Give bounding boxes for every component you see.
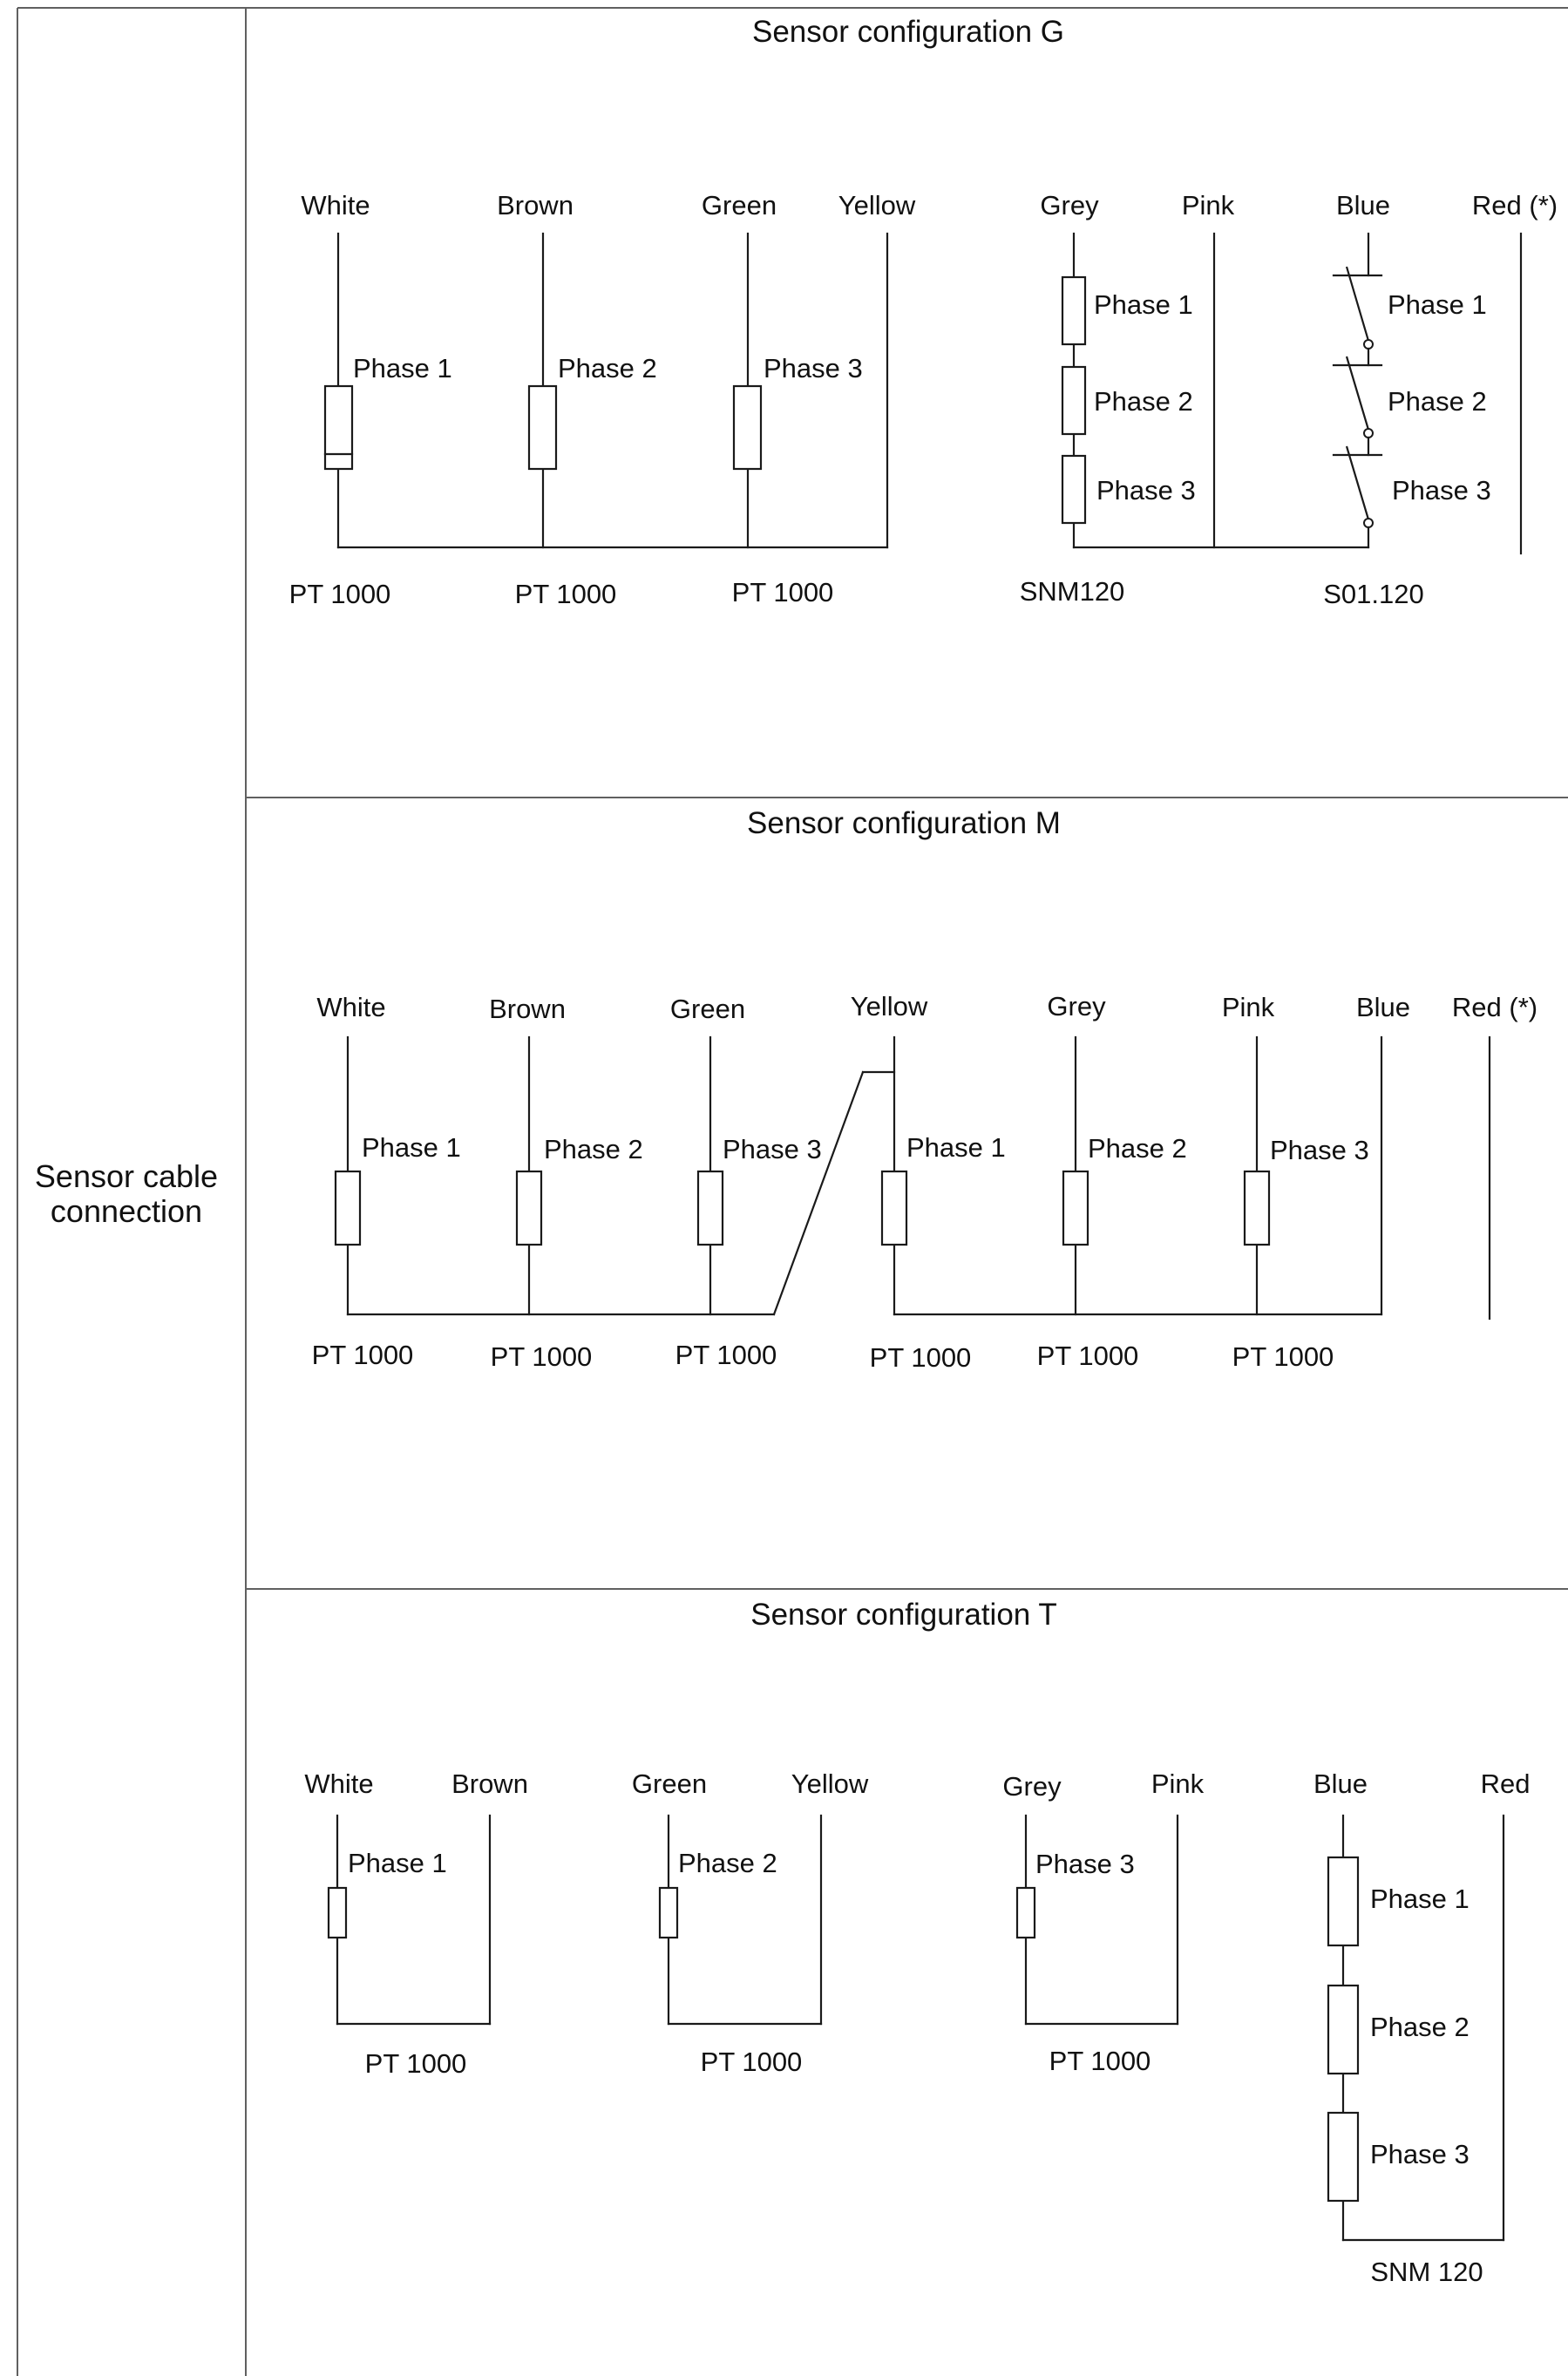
sensor-type-label: PT 1000 xyxy=(515,579,617,609)
phase-label: Phase 2 xyxy=(678,1848,777,1878)
sensor-type-label: S01.120 xyxy=(1323,579,1424,609)
panel-m-wire-label: Grey xyxy=(1047,991,1106,1022)
panel-g-wire-label: Red (*) xyxy=(1472,190,1558,221)
phase-label: Phase 2 xyxy=(1370,2012,1470,2042)
resistor-symbol xyxy=(658,1886,679,1939)
panel-g-wire-label: Yellow xyxy=(838,190,916,221)
panel-t-wire-label: Green xyxy=(632,1768,707,1799)
sensor-type-label: PT 1000 xyxy=(365,2048,467,2079)
sensor-type-label: PT 1000 xyxy=(491,1341,593,1372)
panel-g-wire-label: Green xyxy=(702,190,777,221)
phase-label: Phase 1 xyxy=(906,1132,1006,1163)
phase-label: Phase 3 xyxy=(764,353,863,384)
panel-m-wire-label: White xyxy=(316,992,385,1022)
panel-t-title: Sensor configuration T xyxy=(750,1598,1057,1632)
panel-g-snm120-wiring xyxy=(1061,232,1370,549)
row-label-line1: Sensor cable xyxy=(35,1158,218,1194)
phase-label: Phase 3 xyxy=(1096,475,1196,506)
phase-label: Phase 1 xyxy=(1094,289,1193,320)
resistor-symbol xyxy=(334,1170,362,1246)
resistor-symbol xyxy=(1327,1984,1360,2075)
row-label-line2: connection xyxy=(51,1193,202,1229)
sensor-type-label: PT 1000 xyxy=(675,1340,777,1370)
panel-config-t: Sensor configuration T White Brown Green… xyxy=(304,1598,1530,2287)
resistor-symbol xyxy=(1243,1170,1271,1246)
panel-g-s01-switches xyxy=(1332,232,1523,555)
panel-t-wire-label: Brown xyxy=(451,1768,528,1799)
phase-label: Phase 2 xyxy=(558,353,657,384)
phase-label: Phase 1 xyxy=(348,1848,447,1878)
sensor-type-label: PT 1000 xyxy=(701,2047,803,2077)
panel-m-wire-label: Red (*) xyxy=(1452,992,1537,1022)
panel-t-wiring xyxy=(327,1814,1505,2242)
panel-m-title: Sensor configuration M xyxy=(747,806,1061,840)
panel-m-wire-label: Yellow xyxy=(851,991,928,1022)
resistor-symbol xyxy=(527,384,558,471)
panel-m-wire-label: Blue xyxy=(1356,992,1410,1022)
sensor-type-label: PT 1000 xyxy=(732,577,834,608)
sensor-type-label: PT 1000 xyxy=(870,1342,972,1373)
resistor-symbol xyxy=(327,1886,348,1939)
panel-t-wire-label: White xyxy=(304,1768,373,1799)
resistor-symbol xyxy=(1015,1886,1036,1939)
panel-t-wire-label: Red xyxy=(1481,1768,1531,1799)
panel-g-wire-label: Blue xyxy=(1336,190,1390,221)
panel-g-wire-label: Brown xyxy=(497,190,574,221)
resistor-symbol xyxy=(323,384,354,471)
resistor-symbol xyxy=(1327,2111,1360,2203)
resistor-symbol xyxy=(1327,1856,1360,1947)
resistor-symbol xyxy=(1062,1170,1089,1246)
phase-label: Phase 3 xyxy=(723,1134,822,1164)
resistor-symbol xyxy=(732,384,763,471)
phase-label: Phase 3 xyxy=(1370,2139,1470,2169)
panel-g-title: Sensor configuration G xyxy=(752,15,1064,49)
phase-label: Phase 2 xyxy=(1088,1133,1187,1164)
resistor-symbol xyxy=(1061,275,1087,346)
panel-config-g: Sensor configuration G White Brown Green… xyxy=(289,15,1558,609)
resistor-symbol xyxy=(1061,454,1087,525)
panel-t-wire-label: Pink xyxy=(1151,1768,1205,1799)
resistor-symbol xyxy=(696,1170,724,1246)
phase-label: Phase 2 xyxy=(1388,386,1487,417)
resistor-symbol xyxy=(880,1170,908,1246)
resistor-symbol xyxy=(515,1170,543,1246)
sensor-type-label: SNM120 xyxy=(1020,576,1125,607)
phase-label: Phase 1 xyxy=(353,353,452,384)
panel-config-m: Sensor configuration M White Brown Green… xyxy=(312,806,1537,1373)
phase-label: Phase 3 xyxy=(1270,1135,1369,1165)
table-grid xyxy=(17,7,1568,2376)
panel-m-wire-label: Brown xyxy=(489,994,566,1024)
phase-label: Phase 2 xyxy=(1094,386,1193,417)
panel-m-wire-label: Pink xyxy=(1222,992,1275,1022)
panel-g-wire-label: Grey xyxy=(1040,190,1099,221)
sensor-type-label: SNM 120 xyxy=(1370,2257,1483,2287)
resistor-symbol xyxy=(1061,365,1087,436)
phase-label: Phase 1 xyxy=(1370,1884,1470,1914)
sensor-type-label: PT 1000 xyxy=(1037,1341,1139,1371)
sensor-type-label: PT 1000 xyxy=(1049,2046,1151,2076)
panel-m-wiring xyxy=(334,1035,1491,1320)
phase-label: Phase 2 xyxy=(544,1134,643,1164)
panel-g-wire-label: Pink xyxy=(1182,190,1235,221)
panel-t-wire-label: Blue xyxy=(1313,1768,1368,1799)
panel-t-wire-label: Yellow xyxy=(791,1768,869,1799)
phase-label: Phase 3 xyxy=(1392,475,1491,506)
sensor-type-label: PT 1000 xyxy=(289,579,391,609)
panel-m-wire-label: Green xyxy=(670,994,745,1024)
panel-t-wire-label: Grey xyxy=(1002,1771,1062,1802)
panel-g-wire-label: White xyxy=(301,190,370,221)
phase-label: Phase 1 xyxy=(362,1132,461,1163)
sensor-type-label: PT 1000 xyxy=(312,1340,414,1370)
sensor-type-label: PT 1000 xyxy=(1232,1341,1334,1372)
phase-label: Phase 3 xyxy=(1035,1849,1135,1879)
phase-label: Phase 1 xyxy=(1388,289,1487,320)
panel-g-pt1000-wiring xyxy=(323,232,889,549)
